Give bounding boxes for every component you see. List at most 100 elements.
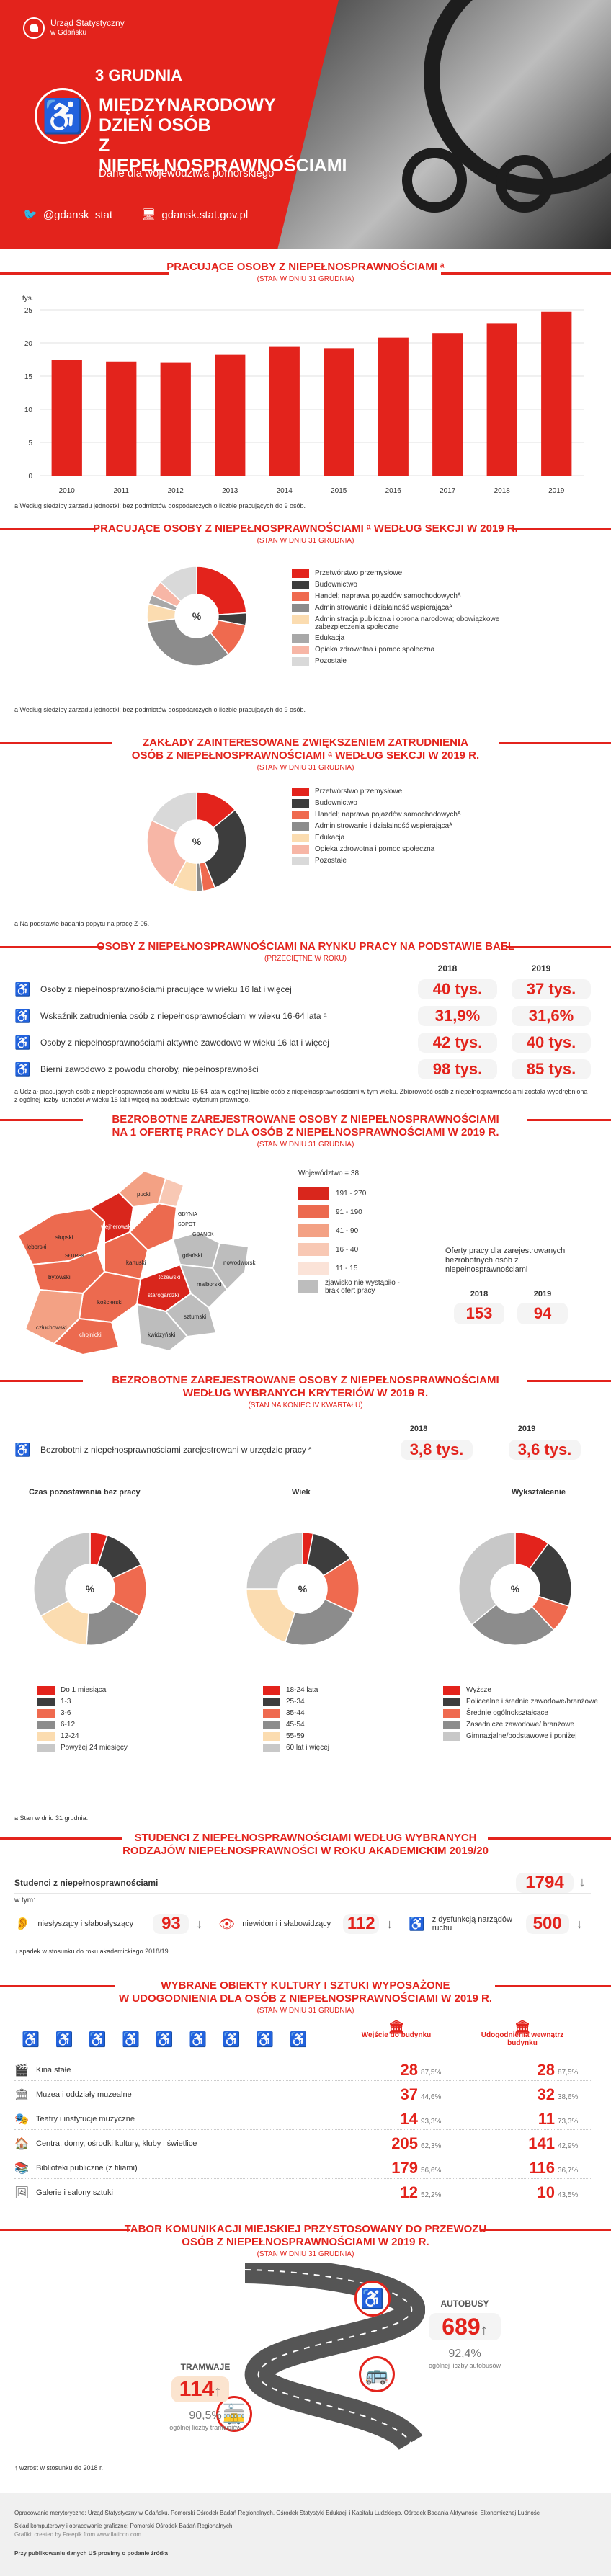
map-label: kartuski bbox=[126, 1260, 146, 1266]
legend-label: Pozostałe bbox=[315, 657, 347, 665]
section6-title-line2: WEDŁUG WYBRANYCH KRYTERIÓW W 2019 R. bbox=[182, 1387, 429, 1399]
enterprises-legend: Przetwórstwo przemysłowe Budownictwo Hande… bbox=[292, 788, 530, 868]
legend-item: Do 1 miesiąca bbox=[37, 1686, 182, 1695]
legend-swatch bbox=[263, 1744, 280, 1752]
unemployed-row-label: Bezrobotni z niepełnosprawnościami zarej… bbox=[40, 1445, 312, 1455]
section6-note: (STAN NA KONIEC IV KWARTAŁU) bbox=[248, 1401, 363, 1409]
job-seeker-icon: ♿ bbox=[14, 1442, 31, 1457]
twitter-icon: 🐦 bbox=[23, 209, 37, 221]
map-legend-swatch bbox=[298, 1224, 329, 1237]
legend-label: 6-12 bbox=[61, 1721, 76, 1729]
map-label: słupski bbox=[55, 1234, 73, 1241]
worker-icon: ♿ bbox=[14, 981, 31, 997]
section8-note: (STAN W DNIU 31 GRUDNIA) bbox=[257, 2007, 354, 2015]
legend-label: Przetwórstwo przemysłowe bbox=[315, 569, 403, 577]
map-label: gdański bbox=[182, 1252, 202, 1259]
offers-value-2018: 153 bbox=[454, 1303, 504, 1324]
road-illustration bbox=[244, 2263, 425, 2450]
title-line1: MIĘDZYNARODOWY bbox=[99, 95, 276, 115]
x-tick-label: 2018 bbox=[494, 487, 511, 495]
bael-value-2018: 42 tys. bbox=[418, 1033, 497, 1053]
culture-inside-count: 116 bbox=[529, 2158, 556, 2177]
footer: Opracowanie merytoryczne: Urząd Statysty… bbox=[0, 2493, 611, 2576]
footer-graphics-credits: Grafiki: created by Freepik from www.fla… bbox=[14, 2531, 142, 2538]
legend-swatch bbox=[37, 1709, 55, 1718]
offers-value-2019: 94 bbox=[517, 1303, 568, 1324]
y-tick-label: 15 bbox=[24, 373, 33, 381]
bar bbox=[432, 333, 463, 476]
monitor-icon: 🖥 bbox=[141, 209, 156, 221]
building-icon: 🏛 bbox=[388, 2020, 405, 2034]
legend-item: Edukacja bbox=[292, 834, 530, 842]
bael-row: ♿ Osoby z niepełnosprawnościami aktywne … bbox=[14, 1030, 591, 1055]
building-interior-icon: 🏛 bbox=[514, 2020, 531, 2034]
section1-note: (STAN W DNIU 31 GRUDNIA) bbox=[257, 275, 354, 283]
website-link[interactable]: 🖥 gdansk.stat.gov.pl bbox=[141, 208, 248, 222]
sector-donut-chart: % bbox=[146, 566, 247, 667]
legend-item: Zasadnicze zawodowe/ branżowe bbox=[443, 1721, 602, 1729]
bael-value-2018: 40 tys. bbox=[418, 979, 497, 999]
map-district[interactable] bbox=[171, 1231, 221, 1270]
bael-row: ♿ Bierni zawodowo z powodu choroby, niep… bbox=[14, 1057, 591, 1082]
vision-value: 112 bbox=[343, 1914, 380, 1934]
motor-label: z dysfunkcją narządów ruchu bbox=[432, 1915, 512, 1933]
office-logo[interactable]: Urząd Statystyczny w Gdańsku bbox=[23, 17, 125, 39]
donut-slice bbox=[458, 1532, 516, 1626]
donut-education-title: Wykształcenie bbox=[512, 1488, 566, 1497]
donut-slice bbox=[146, 819, 187, 886]
vision-label: niewidomi i słabowidzący bbox=[242, 1920, 331, 1928]
legend-item: 35-44 bbox=[263, 1709, 393, 1718]
section8-title-line1: WYBRANE OBIEKTY KULTURY I SZTUKI WYPOSAŻ… bbox=[161, 1979, 450, 1992]
section-employed-trend: PRACUJĄCE OSOBY Z NIEPEŁNOSPRAWNOŚCIAMI … bbox=[0, 261, 611, 283]
map-label: SOPOT bbox=[178, 1222, 196, 1227]
legend-swatch bbox=[292, 615, 309, 624]
legend-swatch bbox=[292, 657, 309, 666]
legend-swatch bbox=[292, 811, 309, 819]
section7-title-line2: RODZAJÓW NIEPEŁNOSPRAWNOŚCI W ROKU AKADE… bbox=[122, 1845, 489, 1857]
arrow-up-icon: ↑ bbox=[214, 2384, 222, 2399]
section-unemployed-per-offer: BEZROBOTNE ZAREJESTROWANE OSOBY Z NIEPEŁ… bbox=[0, 1113, 611, 1149]
donut-duration-title: Czas pozostawania bez pracy bbox=[29, 1488, 141, 1497]
legend-label: Wyższe bbox=[466, 1686, 491, 1694]
header-banner: Urząd Statystyczny w Gdańsku 3 GRUDNIA ♿… bbox=[0, 0, 611, 249]
section4-rule-right bbox=[506, 946, 611, 948]
inactive-person-icon: ♿ bbox=[14, 1061, 31, 1077]
col-entrance-header: 🏛 Wejście do budynku bbox=[360, 2020, 432, 2039]
legend-label: Handel; naprawa pojazdów samochodowychᴬ bbox=[315, 811, 461, 819]
legend-item: Opieka zdrowotna i pomoc społeczna bbox=[292, 845, 530, 854]
trams-pct-label: ogólnej liczby tramwajów bbox=[169, 2424, 241, 2431]
hearing-label: niesłyszący i słabosłyszący bbox=[37, 1920, 134, 1928]
legend-swatch bbox=[292, 845, 309, 854]
legend-label: Średnie ogólnokształcące bbox=[466, 1709, 548, 1717]
bael-value-2018: 98 tys. bbox=[418, 1059, 497, 1079]
culture-inside-pct: 38,6% bbox=[558, 2093, 579, 2101]
map-legend: 191 - 270 91 - 190 41 - 90 16 - 40 11 - 15 zj… bbox=[298, 1184, 406, 1296]
map-legend-item: zjawisko nie wystąpiło - brak ofert prac… bbox=[298, 1278, 406, 1296]
legend-label: Budownictwo bbox=[315, 799, 357, 807]
unemployed-year-2019: 2019 bbox=[517, 1425, 536, 1433]
unemployed-year-2018: 2018 bbox=[409, 1425, 428, 1433]
culture-inside-count: 141 bbox=[528, 2134, 555, 2152]
bael-row-label: Osoby z niepełnosprawnościami pracujące … bbox=[40, 984, 292, 994]
section2-rule-right bbox=[513, 528, 611, 530]
legend-label: Edukacja bbox=[315, 634, 345, 642]
twitter-link[interactable]: 🐦 @gdansk_stat bbox=[23, 208, 112, 222]
legend-swatch bbox=[443, 1732, 460, 1741]
legend-item: Gimnazjalne/podstawowe i poniżej bbox=[443, 1732, 602, 1741]
map-district[interactable] bbox=[135, 1303, 189, 1352]
legend-label: 45-54 bbox=[286, 1721, 305, 1729]
section6-title-line1: BEZROBOTNE ZAREJESTROWANE OSOBY Z NIEPEŁ… bbox=[112, 1374, 499, 1386]
section1-footnote: a Według siedziby zarządu jednostki; bez… bbox=[14, 502, 306, 509]
legend-item: Budownictwo bbox=[292, 799, 530, 808]
legend-item: Średnie ogólnokształcące bbox=[443, 1709, 602, 1718]
map-district[interactable] bbox=[179, 1263, 228, 1309]
legend-label: 1-3 bbox=[61, 1698, 71, 1706]
map-label: SŁUPSK bbox=[65, 1254, 85, 1259]
map-district[interactable] bbox=[211, 1242, 250, 1291]
culture-inside-count: 11 bbox=[538, 2109, 555, 2128]
map-district[interactable] bbox=[53, 1317, 120, 1356]
donut-slice bbox=[196, 566, 247, 615]
map-district[interactable] bbox=[104, 1231, 149, 1280]
map-legend-item: 191 - 270 bbox=[298, 1184, 406, 1203]
donut-center-label: % bbox=[511, 1583, 520, 1595]
